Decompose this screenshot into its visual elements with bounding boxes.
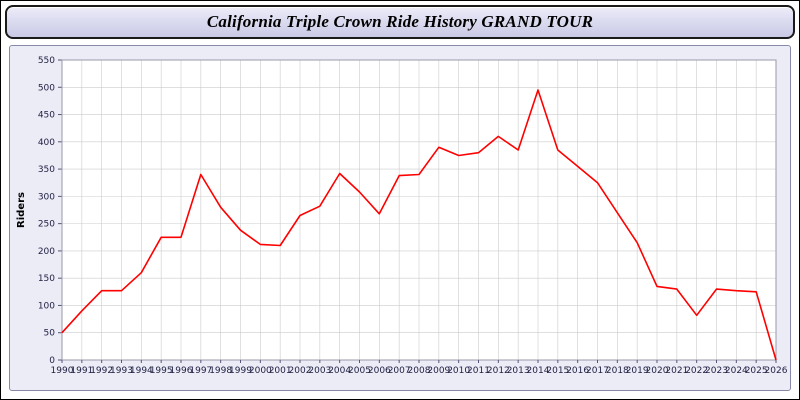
x-tick-label: 2024 [725, 366, 748, 376]
y-tick-label: 300 [38, 192, 55, 202]
x-tick-label: 2006 [368, 366, 391, 376]
x-tick-label: 2015 [546, 366, 569, 376]
y-tick-label: 100 [38, 301, 55, 311]
x-tick-label: 1994 [130, 366, 153, 376]
y-tick-label: 550 [38, 56, 55, 66]
x-tick-label: 2020 [646, 366, 669, 376]
y-tick-label: 400 [38, 138, 55, 148]
riders-series-line [61, 89, 777, 361]
x-tick-label: 1993 [110, 366, 133, 376]
y-tick-label: 200 [38, 247, 55, 257]
chart-panel: 0 50 100 150 200 250 300 350 400 450 500 550 1990 199… [9, 45, 791, 391]
x-tick-label: 1996 [170, 366, 193, 376]
x-tick-label: 2019 [626, 366, 649, 376]
x-tick-label: 1992 [90, 366, 113, 376]
x-tick-label: 2010 [447, 366, 470, 376]
x-tick-label: 1999 [229, 366, 252, 376]
x-tick-label: 1990 [51, 366, 74, 376]
x-tick-label: 2003 [308, 366, 331, 376]
x-tick-label: 1998 [209, 366, 232, 376]
x-tick-label: 2017 [586, 366, 609, 376]
x-tick-label: 2026 [765, 366, 788, 376]
x-tick-label: 2021 [665, 366, 688, 376]
x-tick-label: 1991 [70, 366, 93, 376]
x-tick-label: 2008 [408, 366, 431, 376]
x-tick-label: 2007 [388, 366, 411, 376]
x-tick-label: 2005 [348, 366, 371, 376]
y-tick-label: 250 [38, 220, 55, 230]
x-tick-label: 1997 [189, 366, 212, 376]
x-tick-label: 1995 [150, 366, 173, 376]
x-tick-label: 2012 [487, 366, 510, 376]
x-tick-label: 2004 [328, 366, 351, 376]
y-tick-label: 150 [38, 274, 55, 284]
y-tick-label: 350 [38, 165, 55, 175]
y-tick-label: 50 [44, 329, 56, 339]
y-tick-label: 500 [38, 83, 55, 93]
x-tick-label: 2000 [249, 366, 272, 376]
x-tick-label: 2018 [606, 366, 629, 376]
y-tick-label: 450 [38, 111, 55, 121]
x-tick-label: 2025 [745, 366, 768, 376]
x-tick-label: 2011 [467, 366, 490, 376]
x-tick-label: 2014 [527, 366, 550, 376]
x-tick-label: 2002 [289, 366, 312, 376]
y-tick-label: 0 [49, 356, 55, 366]
y-axis-label: Riders [16, 192, 27, 228]
ride-history-line-chart: 0501001502002503003504004505005501990199… [16, 56, 788, 376]
page-title: California Triple Crown Ride History GRA… [206, 12, 594, 31]
x-tick-label: 2022 [685, 366, 708, 376]
x-tick-label: 2016 [566, 366, 589, 376]
chart-title-bar: California Triple Crown Ride History GRA… [5, 5, 795, 39]
x-tick-label: 2023 [705, 366, 728, 376]
x-tick-label: 2013 [507, 366, 530, 376]
x-tick-label: 2009 [427, 366, 450, 376]
x-tick-label: 2001 [269, 366, 292, 376]
